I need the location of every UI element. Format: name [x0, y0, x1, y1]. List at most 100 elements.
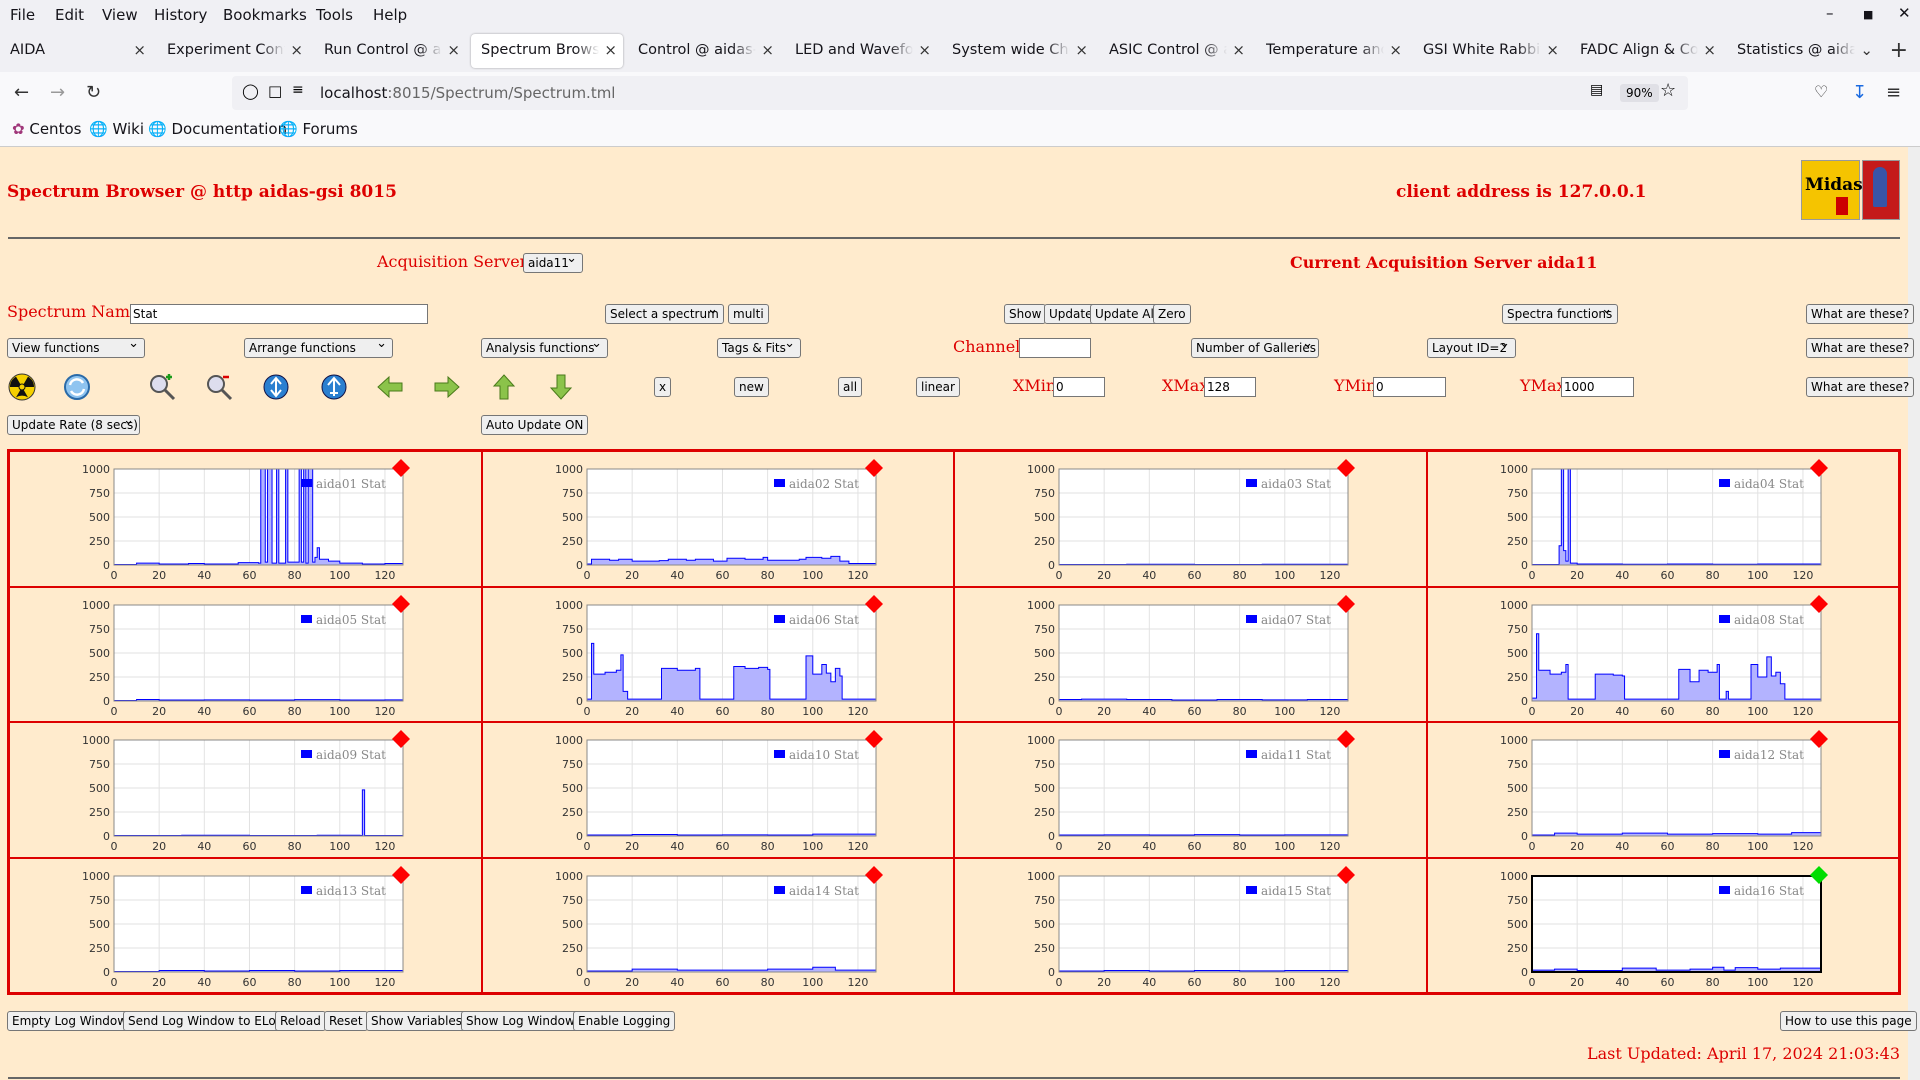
empty-log-window-button[interactable]: Empty Log Window: [7, 1011, 133, 1031]
menu-bookmarks[interactable]: Bookmarks: [223, 6, 307, 24]
reload-button[interactable]: Reload: [275, 1011, 326, 1031]
menu-view[interactable]: View: [102, 6, 138, 24]
status-indicator[interactable]: [864, 594, 883, 613]
status-indicator[interactable]: [1337, 865, 1355, 884]
close-icon[interactable]: ×: [1232, 41, 1245, 59]
show-button[interactable]: Show: [1004, 304, 1047, 324]
status-indicator[interactable]: [864, 730, 883, 748]
maximize-icon[interactable]: ■: [1863, 8, 1874, 21]
forward-icon[interactable]: →: [50, 82, 66, 103]
tab-run-control[interactable]: Run Control @ aidas ×: [314, 34, 466, 68]
status-indicator[interactable]: [1809, 459, 1828, 477]
permissions-icon[interactable]: ≡: [292, 82, 304, 98]
new-tab-icon[interactable]: +: [1889, 38, 1908, 63]
analysis-functions-dropdown[interactable]: Analysis functions: [481, 336, 608, 358]
tab-fadc-align[interactable]: FADC Align & Control ×: [1570, 34, 1722, 68]
page-icon[interactable]: □: [268, 82, 283, 100]
bookmark-star-icon[interactable]: ☆: [1660, 80, 1677, 101]
zoom-in-icon[interactable]: [148, 373, 176, 401]
spectrum-panel[interactable]: 0 20 40 60 80 100 120 0 250 500 750 1000 aida02 Stat: [481, 451, 954, 587]
close-icon[interactable]: ×: [1703, 41, 1716, 59]
minimize-icon[interactable]: –: [1826, 4, 1834, 22]
channel-input[interactable]: [1019, 338, 1091, 358]
what-are-these-button-2[interactable]: What are these?: [1806, 338, 1915, 358]
close-icon[interactable]: ×: [918, 41, 931, 59]
close-icon[interactable]: ×: [1389, 41, 1402, 59]
tab-system-wide-checks[interactable]: System wide Checks ×: [942, 34, 1094, 68]
tab-spectrum-browser[interactable]: Spectrum Browser ×: [471, 34, 623, 68]
vertical-scrollbar[interactable]: [1908, 147, 1920, 1080]
close-icon[interactable]: ×: [447, 41, 460, 59]
status-indicator[interactable]: [1809, 865, 1828, 884]
what-are-these-button-1[interactable]: What are these?: [1806, 304, 1915, 324]
tab-aida[interactable]: AIDA ×: [0, 34, 152, 68]
arrow-up-icon[interactable]: [490, 373, 518, 401]
status-indicator[interactable]: [1337, 594, 1355, 613]
xmin-input[interactable]: 0: [1053, 377, 1105, 397]
x-button[interactable]: x: [654, 377, 672, 397]
status-indicator[interactable]: [392, 594, 410, 613]
status-indicator[interactable]: [1337, 730, 1355, 748]
status-indicator[interactable]: [392, 459, 410, 477]
update-rate-dropdown[interactable]: Update Rate (8 secs): [7, 413, 140, 435]
pocket-icon[interactable]: ♡: [1814, 82, 1829, 101]
select-spectrum-dropdown[interactable]: Select a spectrum: [605, 302, 724, 324]
menu-help[interactable]: Help: [373, 6, 408, 24]
status-indicator[interactable]: [864, 865, 883, 884]
how-to-use-button[interactable]: How to use this page: [1780, 1011, 1917, 1031]
bookmark-forums[interactable]: 🌐 Forums: [279, 120, 358, 138]
arrow-left-icon[interactable]: [376, 373, 404, 401]
zoom-level[interactable]: 90%: [1620, 84, 1659, 102]
spectrum-panel[interactable]: 0 20 40 60 80 100 120 0 250 500 750 1000 aida07 Stat: [954, 586, 1427, 722]
arrow-right-icon[interactable]: [433, 373, 461, 401]
status-indicator[interactable]: [392, 865, 410, 884]
status-indicator[interactable]: [1337, 459, 1355, 477]
back-icon[interactable]: ←: [14, 82, 30, 103]
arrow-down-icon[interactable]: [547, 373, 575, 401]
zoom-out-icon[interactable]: [205, 373, 233, 401]
close-icon[interactable]: ×: [761, 41, 774, 59]
spectrum-panel[interactable]: 0 20 40 60 80 100 120 0 250 500 750 1000 aida06 Stat: [481, 586, 954, 722]
status-indicator[interactable]: [1809, 594, 1828, 613]
arrow-up-down-blue-icon[interactable]: [262, 373, 290, 401]
url-text[interactable]: localhost:8015/Spectrum/Spectrum.tml: [320, 84, 615, 102]
reload-icon[interactable]: ↻: [86, 82, 102, 103]
menu-history[interactable]: History: [154, 6, 208, 24]
menu-tools[interactable]: Tools: [316, 6, 353, 24]
tab-statistics[interactable]: Statistics @ aidas-gsi ⌄: [1727, 34, 1879, 68]
shield-icon[interactable]: ◯: [242, 82, 259, 100]
downloads-icon[interactable]: ↧: [1852, 82, 1868, 103]
spectrum-panel[interactable]: 0 20 40 60 80 100 120 0 250 500 750 1000 aida08 Stat: [1426, 586, 1899, 722]
tab-led-waveform[interactable]: LED and Waveform ×: [785, 34, 937, 68]
spectrum-panel[interactable]: 0 20 40 60 80 100 120 0 250 500 750 1000 aida05 Stat: [9, 586, 482, 722]
bookmark-documentation[interactable]: 🌐 Documentation: [148, 120, 287, 138]
spectrum-name-input[interactable]: Stat: [130, 304, 428, 324]
xmax-input[interactable]: 128: [1204, 377, 1256, 397]
linear-button[interactable]: linear: [916, 377, 960, 397]
tab-white-rabbit[interactable]: GSI White Rabbit Timestamp ×: [1413, 34, 1565, 68]
arrange-functions-dropdown[interactable]: Arrange functions: [244, 336, 393, 358]
tags-fits-dropdown[interactable]: Tags & Fits: [717, 336, 801, 358]
close-icon[interactable]: ×: [604, 41, 617, 59]
acquisition-server-select[interactable]: aida11: [523, 251, 583, 273]
spectrum-panel[interactable]: 0 20 40 60 80 100 120 0 250 500 750 1000 aida16 Stat: [1426, 857, 1899, 993]
spectrum-panel[interactable]: 0 20 40 60 80 100 120 0 250 500 750 1000 aida09 Stat: [9, 722, 482, 858]
spectrum-panel[interactable]: 0 20 40 60 80 100 120 0 250 500 750 1000 aida12 Stat: [1426, 722, 1899, 858]
spectrum-panel[interactable]: 0 20 40 60 80 100 120 0 250 500 750 1000 aida14 Stat: [481, 857, 954, 993]
multi-button[interactable]: multi: [728, 304, 769, 324]
url-bar[interactable]: ◯ □ ≡ localhost:8015/Spectrum/Spectrum.t…: [232, 76, 1688, 110]
spectrum-panel[interactable]: 0 20 40 60 80 100 120 0 250 500 750 1000 aida15 Stat: [954, 857, 1427, 993]
bookmark-wiki[interactable]: 🌐 Wiki: [89, 120, 144, 138]
menu-edit[interactable]: Edit: [55, 6, 85, 24]
new-button[interactable]: new: [734, 377, 769, 397]
tab-temperature[interactable]: Temperature and status ×: [1256, 34, 1408, 68]
status-indicator[interactable]: [864, 459, 883, 477]
zero-button[interactable]: Zero: [1153, 304, 1191, 324]
reader-view-icon[interactable]: ▤: [1590, 82, 1604, 98]
tab-control[interactable]: Control @ aidas-gsi ×: [628, 34, 780, 68]
close-icon[interactable]: ×: [290, 41, 303, 59]
send-log-to-elog-button[interactable]: Send Log Window to ELog: [123, 1011, 289, 1031]
ymax-input[interactable]: 1000: [1561, 377, 1634, 397]
close-icon[interactable]: ×: [1546, 41, 1559, 59]
update-all-button[interactable]: Update All: [1090, 304, 1163, 324]
